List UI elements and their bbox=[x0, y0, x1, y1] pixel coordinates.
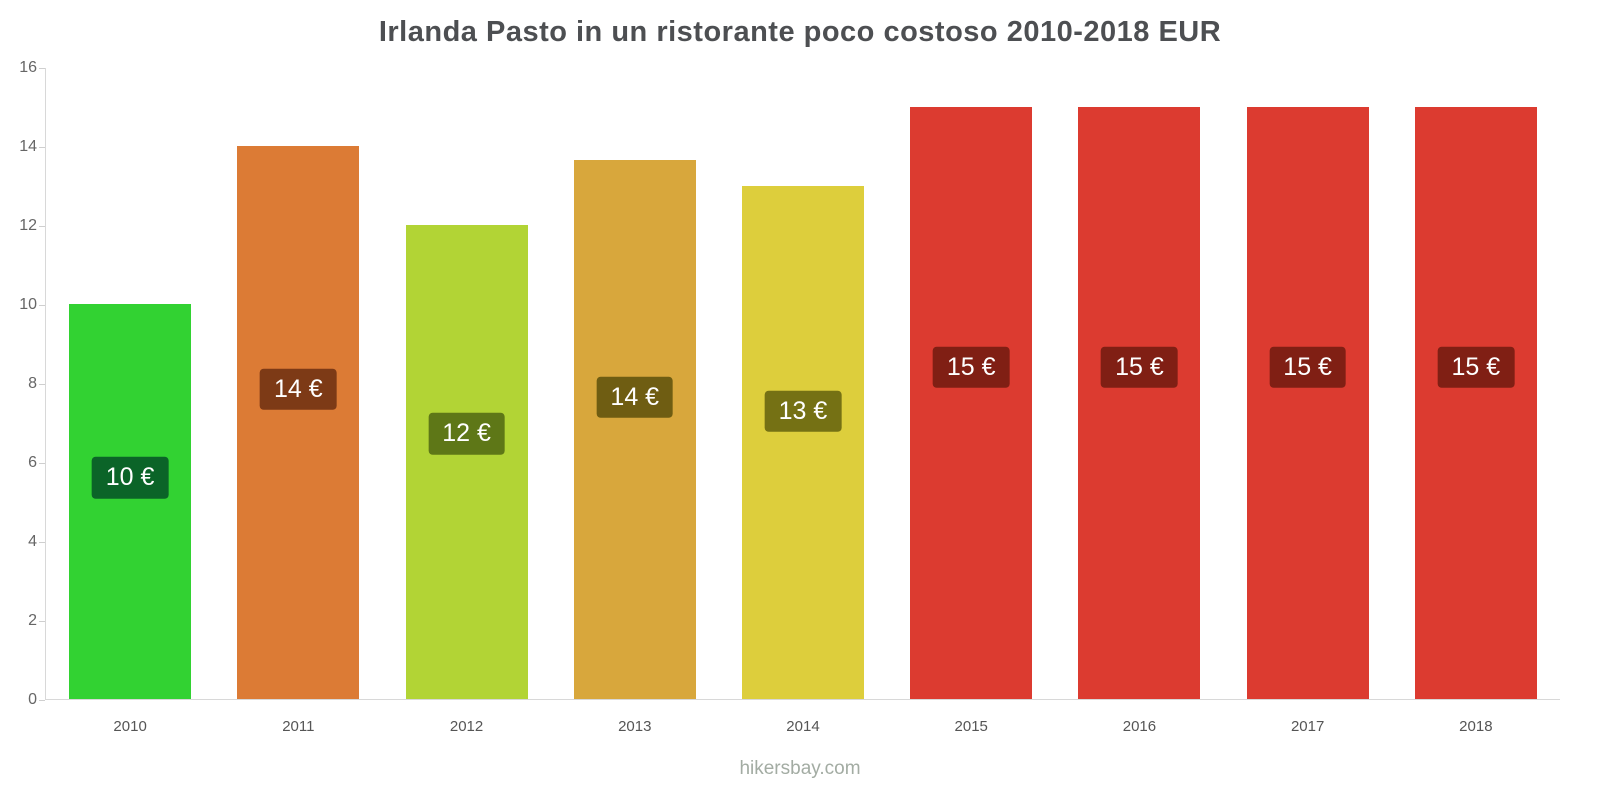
plot-area: 10 €2010 14 €2011 12 €2012 14 €2013 13 €2014… bbox=[19, 59, 1560, 735]
bar-2010: 10 € bbox=[69, 304, 192, 699]
chart-title: Irlanda Pasto in un ristorante poco cost… bbox=[378, 16, 1222, 48]
bars-row: 10 € 2010 14 € 2011 12 € 2012 14 € 2013 13 € 2014… bbox=[46, 68, 1560, 735]
y-tick-mark bbox=[39, 621, 45, 622]
y-tick-label: 10 bbox=[19, 296, 37, 313]
bar-cell: 14 € 2013 bbox=[551, 68, 719, 735]
y-tick-label: 6 bbox=[28, 454, 37, 471]
bar-cell: 15 € 2015 bbox=[887, 68, 1055, 735]
y-tick-mark bbox=[39, 147, 45, 148]
y-tick-label: 0 bbox=[28, 691, 37, 708]
y-tick-mark bbox=[39, 542, 45, 543]
x-tick-label: 2010 bbox=[113, 718, 147, 735]
y-tick-label: 16 bbox=[19, 59, 37, 76]
y-tick-mark bbox=[39, 305, 45, 306]
bar-value-label: 15 € bbox=[1437, 346, 1515, 388]
y-tick-label: 14 bbox=[19, 138, 37, 155]
x-tick-label: 2014 bbox=[786, 718, 820, 735]
bar-cell: 14 € 2011 bbox=[214, 68, 382, 735]
y-tick-label: 4 bbox=[28, 533, 37, 550]
bar-value-label: 10 € bbox=[91, 457, 169, 499]
y-tick-label: 12 bbox=[19, 217, 37, 234]
y-tick-mark bbox=[39, 226, 45, 227]
y-tick-label: 2 bbox=[28, 612, 37, 629]
bar-2017: 15 € bbox=[1246, 106, 1369, 699]
bar-value-label: 15 € bbox=[1101, 346, 1178, 388]
bar-cell: 15 € 2016 bbox=[1055, 68, 1223, 735]
bar-value-label: 12 € bbox=[428, 412, 505, 455]
x-tick-label: 2012 bbox=[449, 718, 484, 735]
bar-cell: 12 € 2012 bbox=[382, 68, 550, 735]
bar-2016: 15 € bbox=[1078, 106, 1201, 699]
bar-value-label: 15 € bbox=[932, 346, 1010, 388]
y-tick-mark bbox=[39, 463, 45, 464]
footer-brand-link[interactable]: hikersbay.com bbox=[739, 758, 861, 779]
bar-2014: 13 € bbox=[741, 185, 864, 699]
bar-2018: 15 € bbox=[1414, 106, 1537, 699]
y-tick-mark bbox=[39, 700, 45, 701]
y-tick-label: 8 bbox=[28, 375, 37, 392]
x-tick-label: 2015 bbox=[954, 718, 988, 735]
bar-value-label: 15 € bbox=[1269, 346, 1346, 388]
y-tick-mark bbox=[39, 68, 45, 69]
bar-2015: 15 € bbox=[910, 106, 1033, 699]
bar-value-label: 14 € bbox=[596, 376, 674, 418]
bar-2012: 12 € bbox=[405, 225, 528, 699]
bar-value-label: 14 € bbox=[259, 368, 337, 411]
x-tick-label: 2011 bbox=[282, 718, 315, 735]
bar-cell: 15 € 2018 bbox=[1392, 68, 1560, 735]
bar-cell: 13 € 2014 bbox=[719, 68, 887, 735]
bar-2013: 14 € bbox=[573, 159, 696, 699]
bar-value-label: 13 € bbox=[764, 390, 842, 433]
bar-cell: 10 € 2010 bbox=[46, 68, 214, 735]
bar-2011: 14 € bbox=[237, 146, 360, 699]
x-tick-label: 2018 bbox=[1459, 718, 1493, 735]
bar-cell: 15 € 2017 bbox=[1224, 68, 1392, 735]
x-tick-label: 2013 bbox=[618, 718, 652, 735]
x-tick-label: 2016 bbox=[1122, 718, 1157, 735]
y-tick-mark bbox=[39, 384, 45, 385]
x-tick-label: 2017 bbox=[1290, 718, 1325, 735]
